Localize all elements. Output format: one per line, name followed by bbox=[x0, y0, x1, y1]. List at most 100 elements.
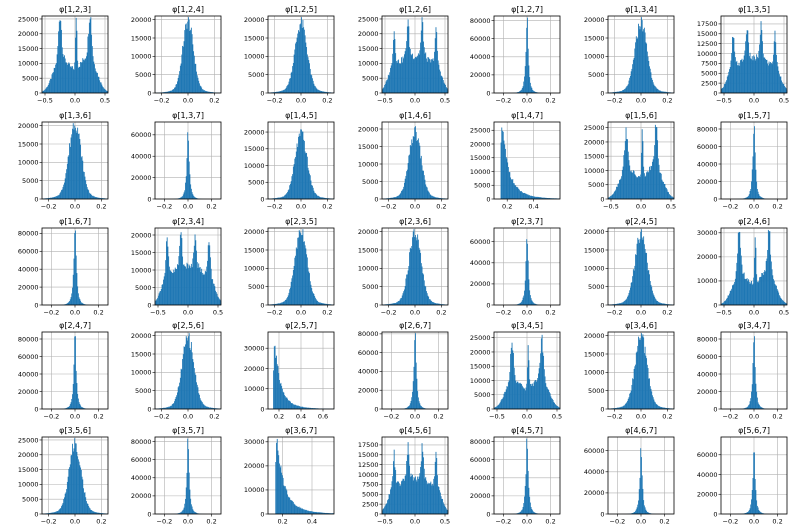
y-tick-label: 10000 bbox=[244, 385, 265, 393]
histogram-bar bbox=[395, 61, 397, 93]
histogram-bar bbox=[99, 512, 101, 514]
y-tick-label: 5000 bbox=[248, 71, 265, 79]
y-tick-label: 80000 bbox=[697, 335, 718, 343]
histogram-bar bbox=[642, 334, 644, 409]
y-tick-label: 0 bbox=[34, 89, 38, 97]
histogram-bar bbox=[210, 407, 212, 409]
histogram-bar bbox=[69, 467, 71, 514]
histogram-bar bbox=[92, 195, 94, 199]
histogram-bar bbox=[616, 186, 617, 199]
y-tick-label: 17500 bbox=[358, 441, 379, 449]
histogram-bar bbox=[296, 143, 298, 199]
histogram-bar bbox=[535, 513, 537, 514]
histogram-bar bbox=[428, 299, 430, 305]
histogram-bar bbox=[617, 91, 619, 93]
subplot-3: φ[1,2,6]−0.5 0.0 0.50500010000150002000025… bbox=[358, 5, 450, 105]
histogram-bar bbox=[42, 90, 44, 93]
histogram-bar bbox=[278, 91, 280, 93]
x-tick-label: 0.2 bbox=[772, 203, 782, 211]
histogram-bar bbox=[75, 127, 76, 199]
histogram-bar bbox=[73, 258, 75, 305]
histogram-bar bbox=[531, 87, 533, 93]
histogram-bar bbox=[661, 303, 663, 305]
histogram-bar bbox=[88, 506, 90, 514]
histogram-bar bbox=[534, 196, 536, 199]
histogram-bar bbox=[166, 91, 167, 93]
histogram-bar bbox=[307, 510, 309, 514]
histogram-bar bbox=[80, 300, 82, 305]
histogram-bar bbox=[102, 86, 104, 93]
histogram-bar bbox=[100, 513, 102, 514]
histogram-bar bbox=[317, 301, 319, 305]
x-tick-label: 0.2 bbox=[322, 203, 332, 211]
histogram-bar bbox=[757, 191, 759, 199]
histogram-bar bbox=[411, 246, 413, 305]
y-tick-label: 0 bbox=[713, 405, 717, 413]
histogram-bar bbox=[657, 405, 659, 409]
y-tick-label: 5000 bbox=[588, 71, 605, 79]
subplot-title: φ[2,3,7] bbox=[511, 217, 543, 226]
histogram-bar bbox=[767, 229, 769, 305]
histogram-bar bbox=[101, 513, 103, 514]
histogram-bar bbox=[67, 156, 69, 199]
histogram-bar bbox=[304, 245, 306, 305]
histogram-bar bbox=[505, 391, 506, 409]
y-tick-label: 10000 bbox=[244, 486, 265, 494]
histogram-bar bbox=[384, 505, 386, 514]
histogram-bar bbox=[634, 174, 636, 199]
histogram-bar bbox=[301, 129, 302, 199]
x-tick-label: 0.0 bbox=[749, 518, 759, 526]
histogram-bar bbox=[420, 461, 422, 514]
histogram-bar bbox=[156, 299, 158, 305]
histogram-bar bbox=[782, 83, 784, 93]
histogram-bar bbox=[649, 66, 650, 93]
histogram-bar bbox=[622, 406, 624, 409]
histogram-bar bbox=[97, 197, 99, 199]
y-tick-label: 5000 bbox=[362, 74, 379, 82]
histogram-bar bbox=[61, 47, 63, 93]
histogram-bar bbox=[284, 486, 286, 514]
histogram-bar bbox=[284, 89, 286, 93]
histogram-bar bbox=[505, 389, 507, 409]
histogram-bar bbox=[784, 86, 786, 93]
histogram-bar bbox=[313, 293, 315, 305]
histogram-bar bbox=[534, 380, 536, 409]
histogram-bar bbox=[521, 89, 523, 93]
histogram-bar bbox=[166, 237, 168, 305]
x-tick-label: −0.5 bbox=[377, 97, 393, 105]
histogram-bar bbox=[44, 89, 46, 93]
histogram-bar bbox=[395, 302, 397, 305]
histogram-bar bbox=[77, 133, 79, 199]
subplot-title: φ[2,3,4] bbox=[172, 217, 204, 226]
y-tick-label: 20000 bbox=[244, 228, 265, 236]
histogram-bar bbox=[411, 476, 413, 514]
y-tick-label: 15000 bbox=[470, 363, 491, 371]
histogram-bar bbox=[275, 198, 277, 199]
histogram-bar bbox=[667, 408, 669, 409]
histogram-bar bbox=[326, 198, 328, 199]
histogram-bar bbox=[426, 480, 427, 514]
histogram-bar bbox=[416, 56, 418, 93]
y-tick-label: 20000 bbox=[244, 462, 265, 470]
y-tick-label: 10000 bbox=[470, 377, 491, 385]
histogram-bar bbox=[665, 91, 667, 93]
histogram-bar bbox=[614, 408, 616, 409]
histogram-bar bbox=[75, 370, 77, 409]
histogram-bar bbox=[649, 170, 651, 199]
histogram-bar bbox=[194, 63, 196, 93]
histogram-bar bbox=[521, 191, 523, 199]
histogram-bar bbox=[653, 84, 655, 93]
y-tick-label: 15000 bbox=[358, 246, 379, 254]
histogram-bar bbox=[506, 158, 508, 199]
histogram-bar bbox=[301, 508, 302, 514]
histogram-bar bbox=[735, 271, 737, 305]
histogram-bar bbox=[771, 64, 773, 93]
histogram-bar bbox=[188, 264, 190, 305]
histogram-bar bbox=[732, 285, 734, 305]
histogram-bar bbox=[627, 84, 629, 93]
histogram-bar bbox=[208, 91, 210, 93]
histogram-bar bbox=[201, 89, 203, 93]
x-tick-label: −0.2 bbox=[723, 203, 739, 211]
histogram-bar bbox=[431, 483, 433, 514]
histogram-bar bbox=[48, 513, 50, 514]
